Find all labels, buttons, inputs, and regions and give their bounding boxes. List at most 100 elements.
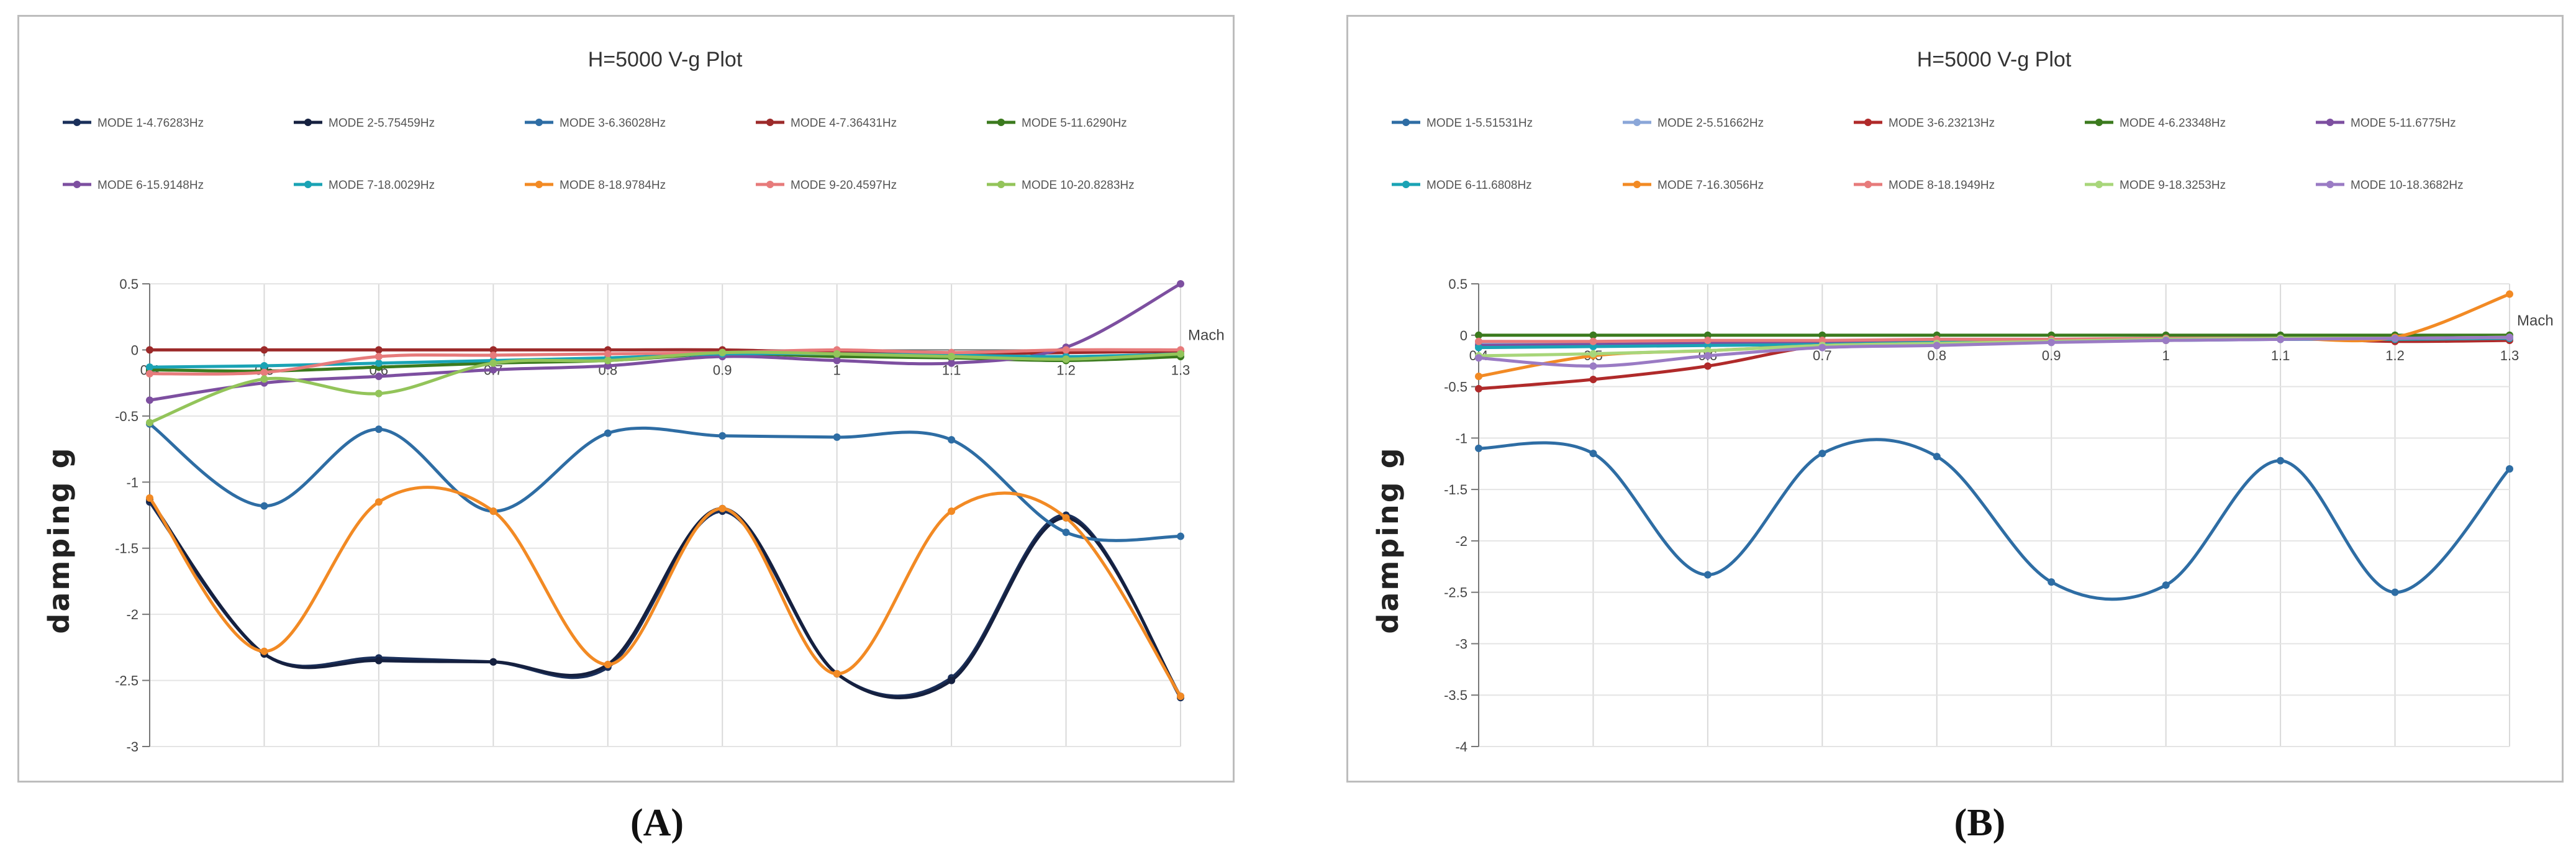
legend-entry: MODE 10-20.8283Hz [987, 179, 1135, 192]
y-tick-label: -3 [126, 739, 138, 755]
data-point [375, 353, 383, 360]
legend-label: MODE 5-11.6290Hz [1022, 117, 1127, 130]
data-point [146, 396, 153, 404]
y-axis-label: damping g [42, 446, 76, 633]
data-point [719, 432, 726, 440]
y-tick-label: -1 [1455, 430, 1467, 446]
chart-title: H=5000 V-g Plot [588, 48, 743, 71]
data-point [260, 375, 268, 383]
data-point [375, 346, 383, 353]
y-tick-label: -4 [1455, 739, 1467, 755]
data-point [1177, 692, 1184, 700]
data-point [489, 507, 497, 515]
data-point [2392, 589, 2399, 596]
legend-entry: MODE 8-18.1949Hz [1854, 179, 1995, 192]
x-axis-label: Mach [2517, 312, 2554, 329]
data-point [1704, 337, 1712, 344]
legend-entry: MODE 8-18.9784Hz [525, 179, 666, 192]
data-point [1704, 352, 1712, 360]
data-point [489, 658, 497, 666]
legend-label: MODE 8-18.9784Hz [560, 179, 666, 192]
legend-label: MODE 9-18.3253Hz [2120, 179, 2226, 192]
x-tick-label: 1.3 [2500, 348, 2519, 363]
x-tick-label: 1.2 [1056, 362, 1076, 378]
legend-entry: MODE 2-5.75459Hz [294, 117, 435, 130]
data-point [948, 436, 955, 443]
y-tick-label: -1 [126, 474, 138, 490]
data-point [1475, 373, 1482, 380]
data-point [1589, 450, 1597, 457]
legend-label: MODE 4-6.23348Hz [2120, 117, 2226, 130]
data-point [260, 369, 268, 376]
legend-label: MODE 9-20.4597Hz [791, 179, 897, 192]
data-point [146, 419, 153, 427]
y-tick-label: -1.5 [1444, 482, 1467, 497]
series-6 [146, 280, 1184, 404]
x-tick-label: 1.1 [2271, 348, 2290, 363]
data-point [375, 425, 383, 433]
y-tick-label: -2 [126, 607, 138, 622]
data-point [604, 661, 612, 668]
legend-label: MODE 1-4.76283Hz [98, 117, 204, 130]
y-tick-label: -0.5 [115, 409, 138, 424]
x-tick-label: 0.9 [2042, 348, 2061, 363]
legend-label: MODE 6-15.9148Hz [98, 179, 204, 192]
series-line [150, 352, 1181, 422]
data-point [1704, 362, 1712, 370]
legend-entry: MODE 3-6.23213Hz [1854, 117, 1995, 130]
x-tick-label: 0.9 [713, 362, 732, 378]
series-3 [146, 420, 1184, 541]
legend-marker [2326, 119, 2334, 126]
data-point [1818, 344, 1826, 352]
y-tick-label: 0 [1460, 328, 1467, 343]
y-tick-label: -1.5 [115, 541, 138, 556]
data-point [1589, 350, 1597, 358]
y-tick-label: 0.5 [1448, 276, 1467, 292]
data-point [833, 350, 841, 358]
y-tick-label: -2.5 [1444, 585, 1467, 601]
data-point [375, 657, 383, 665]
legend-label: MODE 3-6.23213Hz [1889, 117, 1995, 130]
legend-label: MODE 5-11.6775Hz [2351, 117, 2456, 130]
data-point [719, 349, 726, 356]
legend-entry: MODE 4-7.36431Hz [756, 117, 897, 130]
chart-panel-a: H=5000 V-g Plot MODE 1-4.76283Hz MODE 2-5.… [17, 15, 1235, 783]
data-point [2277, 335, 2284, 343]
legend-marker [1633, 181, 1641, 188]
data-point [1063, 355, 1070, 363]
y-tick-label: -2 [1455, 533, 1467, 549]
data-point [1589, 376, 1597, 383]
caption-a: (A) [595, 801, 719, 845]
data-point [948, 677, 955, 684]
x-tick-label: 1 [2162, 348, 2170, 363]
legend-entry: MODE 1-5.51531Hz [1392, 117, 1533, 130]
legend-label: MODE 2-5.75459Hz [329, 117, 435, 130]
legend-label: MODE 2-5.51662Hz [1658, 117, 1764, 130]
chart-a-svg: H=5000 V-g Plot MODE 1-4.76283Hz MODE 2-5.… [19, 17, 1233, 781]
data-point [948, 353, 955, 360]
legend-entry: MODE 4-6.23348Hz [2085, 117, 2226, 130]
legend-marker [997, 181, 1005, 188]
data-point [375, 390, 383, 397]
legend-marker [1402, 181, 1410, 188]
legend-marker [766, 181, 774, 188]
y-tick-label: -2.5 [115, 673, 138, 689]
legend-marker [535, 119, 543, 126]
data-point [1177, 533, 1184, 540]
series-2 [146, 496, 1184, 700]
legend-entry: MODE 10-18.3682Hz [2316, 179, 2464, 192]
x-tick-label: 1.2 [2385, 348, 2405, 363]
x-axis-label: Mach [1188, 327, 1225, 343]
data-point [1818, 450, 1826, 457]
data-point [833, 670, 841, 678]
data-point [1589, 362, 1597, 370]
legend-label: MODE 6-11.6808Hz [1426, 179, 1532, 192]
data-point [260, 502, 268, 510]
data-point [1063, 529, 1070, 536]
chart-panel-b: H=5000 V-g Plot MODE 1-5.51531Hz MODE 2-5.… [1346, 15, 2564, 783]
data-point [146, 494, 153, 502]
legend-entry: MODE 9-18.3253Hz [2085, 179, 2226, 192]
legend-marker [997, 119, 1005, 126]
data-point [146, 370, 153, 378]
data-point [1704, 571, 1712, 579]
